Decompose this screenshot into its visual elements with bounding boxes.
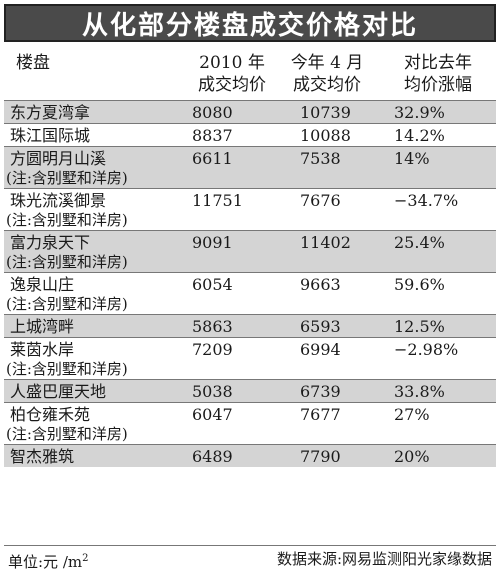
row-price-now: 7790 — [300, 447, 341, 466]
table-body: 东方夏湾拿 8080 10739 32.9% 珠江国际城 8837 10088 … — [4, 100, 496, 467]
header-now: 今年 4 月 成交均价 — [284, 52, 370, 96]
row-change: 20% — [394, 447, 430, 466]
row-price-2010: 8837 — [192, 126, 233, 145]
row-price-now: 10088 — [300, 126, 351, 145]
row-price-2010: 9091 — [192, 233, 233, 252]
unit-superscript: 2 — [82, 553, 89, 564]
row-change: 27% — [394, 405, 430, 424]
row-price-now: 11402 — [300, 233, 351, 252]
row-price-now: 7677 — [300, 405, 341, 424]
row-change: 32.9% — [394, 103, 445, 122]
header-change-line2: 均价涨幅 — [404, 75, 472, 95]
table-footer: 单位:元 /m2 数据来源:网易监测阳光家缘数据 — [4, 545, 496, 571]
header-change-line1: 对比去年 — [404, 53, 472, 73]
row-name: 珠江国际城 — [10, 126, 91, 145]
unit-text: 单位:元 /m — [8, 553, 83, 571]
row-price-now: 7676 — [300, 191, 341, 210]
data-source: 数据来源:网易监测阳光家缘数据 — [276, 550, 492, 568]
row-name: 莱茵水岸 — [10, 340, 75, 359]
header-2010-line2: 成交均价 — [198, 75, 266, 95]
row-price-2010: 11751 — [192, 191, 243, 210]
header-name: 楼盘 — [16, 53, 50, 73]
row-note: (注:含别墅和洋房) — [6, 425, 128, 443]
row-change: 14% — [394, 149, 430, 168]
row-note: (注:含别墅和洋房) — [6, 295, 128, 313]
row-change: 33.8% — [394, 382, 445, 401]
row-note: (注:含别墅和洋房) — [6, 253, 128, 271]
table-header: 楼盘 2010 年 成交均价 今年 4 月 成交均价 对比去年 均价涨幅 — [4, 44, 496, 100]
table-title-bar: 从化部分楼盘成交价格对比 — [4, 4, 496, 42]
row-name: 上城湾畔 — [10, 317, 75, 336]
table-row: 东方夏湾拿 8080 10739 32.9% — [4, 100, 496, 123]
header-change: 对比去年 均价涨幅 — [388, 52, 488, 96]
row-price-2010: 5863 — [192, 317, 233, 336]
row-price-now: 7538 — [300, 149, 341, 168]
row-change: 14.2% — [394, 126, 445, 145]
table-row: 方圆明月山溪 (注:含别墅和洋房) 6611 7538 14% — [4, 146, 496, 188]
unit-note: 单位:元 /m2 — [8, 549, 88, 572]
row-name: 智杰雅筑 — [10, 447, 75, 466]
table-row: 珠光流溪御景 (注:含别墅和洋房) 11751 7676 −34.7% — [4, 188, 496, 230]
row-price-2010: 7209 — [192, 340, 233, 359]
row-price-now: 10739 — [300, 103, 351, 122]
table-row: 珠江国际城 8837 10088 14.2% — [4, 123, 496, 146]
row-price-2010: 6054 — [192, 275, 233, 294]
row-note: (注:含别墅和洋房) — [6, 169, 128, 187]
row-price-2010: 5038 — [192, 382, 233, 401]
row-change: −2.98% — [394, 340, 459, 359]
row-price-now: 6994 — [300, 340, 341, 359]
row-change: −34.7% — [394, 191, 459, 210]
row-name: 柏仓雍禾苑 — [10, 405, 91, 424]
row-name: 方圆明月山溪 — [10, 149, 107, 168]
row-name: 富力泉天下 — [10, 233, 91, 252]
header-2010: 2010 年 成交均价 — [192, 52, 272, 96]
row-note: (注:含别墅和洋房) — [6, 211, 128, 229]
row-name: 逸泉山庄 — [10, 275, 75, 294]
row-name: 珠光流溪御景 — [10, 191, 107, 210]
row-price-2010: 6047 — [192, 405, 233, 424]
row-note: (注:含别墅和洋房) — [6, 360, 128, 378]
header-now-line2: 成交均价 — [293, 75, 361, 95]
row-change: 12.5% — [394, 317, 445, 336]
table-row: 富力泉天下 (注:含别墅和洋房) 9091 11402 25.4% — [4, 230, 496, 272]
table-row: 莱茵水岸 (注:含别墅和洋房) 7209 6994 −2.98% — [4, 337, 496, 379]
row-change: 25.4% — [394, 233, 445, 252]
row-price-2010: 6489 — [192, 447, 233, 466]
row-price-2010: 6611 — [192, 149, 233, 168]
row-name: 人盛巴厘天地 — [10, 382, 107, 401]
table-row: 逸泉山庄 (注:含别墅和洋房) 6054 9663 59.6% — [4, 272, 496, 314]
header-now-line1: 今年 4 月 — [290, 53, 364, 73]
row-price-now: 6739 — [300, 382, 341, 401]
table-row: 柏仓雍禾苑 (注:含别墅和洋房) 6047 7677 27% — [4, 402, 496, 444]
table-title: 从化部分楼盘成交价格对比 — [81, 10, 418, 41]
row-name: 东方夏湾拿 — [10, 103, 91, 122]
table-row: 上城湾畔 5863 6593 12.5% — [4, 314, 496, 337]
row-price-2010: 8080 — [192, 103, 233, 122]
row-price-now: 6593 — [300, 317, 341, 336]
header-2010-line1: 2010 年 — [199, 53, 265, 73]
table-row: 智杰雅筑 6489 7790 20% — [4, 444, 496, 467]
row-price-now: 9663 — [300, 275, 341, 294]
row-change: 59.6% — [394, 275, 445, 294]
table-row: 人盛巴厘天地 5038 6739 33.8% — [4, 379, 496, 402]
